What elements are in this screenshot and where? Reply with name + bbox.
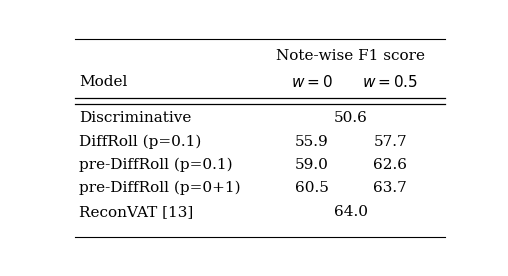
Text: $w = 0.5$: $w = 0.5$ (362, 74, 418, 90)
Text: $w = 0$: $w = 0$ (291, 74, 332, 90)
Text: Model: Model (79, 75, 128, 89)
Text: Discriminative: Discriminative (79, 111, 192, 125)
Text: Note-wise F1 score: Note-wise F1 score (276, 49, 425, 63)
Text: 55.9: 55.9 (295, 134, 328, 148)
Text: 64.0: 64.0 (334, 205, 368, 219)
Text: 59.0: 59.0 (295, 158, 329, 172)
Text: pre-DiffRoll (p=0.1): pre-DiffRoll (p=0.1) (79, 158, 233, 172)
Text: pre-DiffRoll (p=0+1): pre-DiffRoll (p=0+1) (79, 181, 241, 195)
Text: 57.7: 57.7 (373, 134, 407, 148)
Text: ReconVAT [13]: ReconVAT [13] (79, 205, 194, 219)
Text: 62.6: 62.6 (373, 158, 407, 172)
Text: 63.7: 63.7 (373, 181, 407, 195)
Text: DiffRoll (p=0.1): DiffRoll (p=0.1) (79, 134, 202, 149)
Text: 60.5: 60.5 (295, 181, 329, 195)
Text: 50.6: 50.6 (334, 111, 368, 125)
